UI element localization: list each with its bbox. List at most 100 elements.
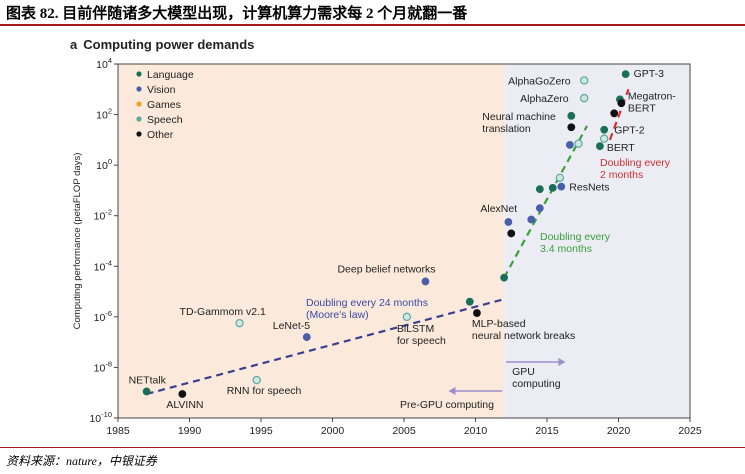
x-tick-label: 2010 xyxy=(464,425,488,437)
y-tick-label: 10-6 xyxy=(94,309,112,324)
trend-line-label-line: Doubling every 24 months xyxy=(306,297,428,309)
point-label-line: for speech xyxy=(397,335,446,347)
x-tick-label: 1990 xyxy=(178,425,202,437)
data-point xyxy=(252,375,261,385)
data-point xyxy=(500,273,508,282)
legend-label: Other xyxy=(147,129,174,141)
legend-label: Language xyxy=(147,69,194,81)
gpu-annotation: GPU xyxy=(512,366,535,378)
point-label-line: BERT xyxy=(628,102,656,114)
y-tick-label: 10-4 xyxy=(94,258,112,273)
y-tick-base: 10 xyxy=(96,160,108,172)
point-label-line: BiLSTM xyxy=(397,323,434,335)
data-point xyxy=(617,99,626,108)
data-point xyxy=(555,173,565,182)
data-point xyxy=(567,123,576,132)
trend-line xyxy=(608,88,630,141)
data-point xyxy=(465,297,474,306)
point-label-line: neural network breaks xyxy=(472,330,575,342)
data-point xyxy=(565,141,574,149)
point-label: BiLSTM for speech xyxy=(397,323,446,347)
point-label: RNN for speech xyxy=(227,385,302,397)
panel-title: Computing power demands xyxy=(83,37,255,52)
data-point xyxy=(600,134,609,143)
data-point xyxy=(579,76,589,85)
y-tick-label: 10-2 xyxy=(94,208,112,223)
source-note: 资料来源：nature，中银证券 xyxy=(6,454,157,468)
gpu-annotation-2: computing xyxy=(512,378,561,390)
footer-rule xyxy=(0,447,745,448)
y-tick-label: 10-10 xyxy=(89,410,112,425)
data-point xyxy=(600,125,609,134)
point-label: BERT xyxy=(607,142,635,154)
trend-line-label-line: (Moore's law) xyxy=(306,309,369,321)
y-tick-exponent: -10 xyxy=(101,410,112,419)
point-label-line: Neural machine xyxy=(482,111,556,123)
x-tick-label: 2015 xyxy=(535,425,559,437)
data-point xyxy=(421,277,430,286)
trend-line-label-line: Doubling every xyxy=(540,231,611,243)
y-tick-exponent: 2 xyxy=(108,107,112,116)
panel-letter: a xyxy=(70,37,78,52)
point-label: AlphaZero xyxy=(520,93,569,105)
x-tick-label: 2020 xyxy=(607,425,631,437)
data-point xyxy=(557,182,566,191)
y-tick-label: 10-8 xyxy=(94,359,112,374)
gpu-arrow-head xyxy=(558,358,566,366)
legend-label: Games xyxy=(147,99,181,111)
y-tick-label: 100 xyxy=(96,157,112,172)
trend-line-label-line: Doubling every xyxy=(600,157,671,169)
data-point xyxy=(621,70,630,79)
data-point xyxy=(535,185,544,194)
point-label-line: translation xyxy=(482,123,531,135)
y-tick-exponent: -6 xyxy=(105,309,112,318)
legend-marker xyxy=(136,131,142,137)
y-tick-base: 10 xyxy=(94,312,106,324)
pre-gpu-region xyxy=(118,64,505,418)
data-point xyxy=(142,387,151,396)
point-label: AlphaGoZero xyxy=(508,75,571,87)
point-label: GPT-3 xyxy=(634,68,665,80)
data-point xyxy=(610,109,619,118)
point-label: TD-Gammom v2.1 xyxy=(180,306,267,318)
figure-title: 图表 82. 目前伴随诸多大模型出现，计算机算力需求每 2 个月就翻一番 xyxy=(6,6,468,22)
data-point xyxy=(535,204,544,213)
y-tick-exponent: 4 xyxy=(108,56,112,65)
point-label: Neural machine translation xyxy=(482,111,556,135)
trend-line-label-line: 2 months xyxy=(600,169,643,181)
pre-gpu-arrow-head xyxy=(448,387,456,395)
y-tick-label: 102 xyxy=(96,107,112,122)
y-tick-base: 10 xyxy=(96,59,108,71)
trend-line-label-line: 3.4 months xyxy=(540,243,592,255)
point-label: AlexNet xyxy=(480,203,517,215)
point-label-line: Megatron- xyxy=(628,90,676,102)
y-tick-exponent: -8 xyxy=(105,359,112,368)
data-point xyxy=(574,139,583,148)
y-tick-base: 10 xyxy=(94,211,106,223)
trend-line-label: Doubling every 24 months (Moore's law) xyxy=(306,297,428,321)
point-label: LeNet-5 xyxy=(273,320,311,332)
title-underline xyxy=(0,24,745,26)
point-label: NETtalk xyxy=(129,374,167,386)
data-point xyxy=(548,183,557,192)
x-tick-label: 1985 xyxy=(106,425,130,437)
x-tick-label: 2025 xyxy=(678,425,702,437)
point-label-line: MLP-based xyxy=(472,318,526,330)
x-tick-label: 2005 xyxy=(392,425,416,437)
panel-heading: a Computing power demands xyxy=(70,37,254,52)
point-label: ALVINN xyxy=(166,399,203,411)
gpu-region xyxy=(504,64,690,418)
data-point xyxy=(302,333,311,341)
y-tick-base: 10 xyxy=(89,413,101,425)
y-axis-label: Computing performance (petaFLOP days) xyxy=(72,153,83,330)
pre-gpu-annotation: Pre-GPU computing xyxy=(400,399,494,411)
point-label: MLP-based neural network breaks xyxy=(472,318,575,342)
data-point xyxy=(527,215,536,224)
legend-marker xyxy=(136,116,142,122)
data-point xyxy=(504,218,513,226)
x-tick-label: 2000 xyxy=(321,425,345,437)
y-tick-base: 10 xyxy=(96,110,108,122)
y-tick-label: 104 xyxy=(96,56,112,71)
point-label: Megatron-BERT xyxy=(628,90,676,114)
